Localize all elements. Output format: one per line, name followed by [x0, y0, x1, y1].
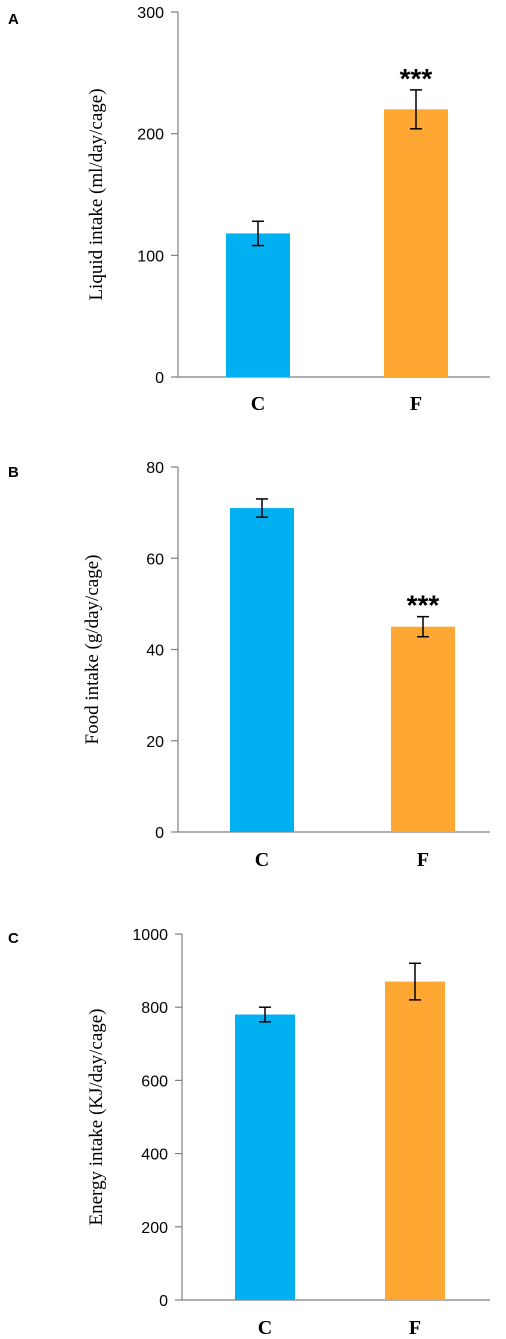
panel-letter: C	[8, 930, 19, 947]
y-tick-label: 400	[141, 1147, 168, 1164]
x-tick-label: F	[409, 1317, 421, 1339]
y-tick-label: 300	[137, 5, 164, 22]
bar-c	[230, 508, 294, 832]
y-tick-label: 20	[146, 734, 164, 751]
x-tick-label: C	[251, 393, 265, 415]
y-tick-label: 200	[137, 127, 164, 144]
error-bar-c	[259, 1006, 271, 1023]
y-tick-label: 800	[141, 1000, 168, 1017]
error-bar-f	[410, 89, 422, 130]
bar-c	[235, 1014, 295, 1300]
error-bar-f	[417, 615, 429, 638]
y-tick-label: 200	[141, 1220, 168, 1237]
significance-marker: ***	[400, 63, 433, 94]
y-tick-label: 0	[155, 825, 164, 842]
bar-c	[226, 233, 290, 377]
y-tick-label: 1000	[132, 927, 168, 944]
y-axis-label: Energy intake (KJ/day/cage)	[86, 1008, 107, 1225]
y-tick-label: 40	[146, 643, 164, 660]
chart-panel-b: B 0 20 40 60 80 Food intake (g/day/cage) C *** F	[8, 460, 490, 871]
error-bar-c	[252, 220, 264, 247]
y-tick-label: 0	[155, 370, 164, 387]
significance-marker: ***	[407, 590, 440, 621]
chart-panel-c: C 0 200 400 600 800 1000 Energy intake (KJ/day/…	[8, 927, 490, 1339]
x-tick-label: F	[417, 849, 429, 871]
bar-f	[391, 626, 455, 832]
y-tick-label: 80	[146, 460, 164, 477]
panel-letter: B	[8, 464, 19, 481]
y-axis-label: Food intake (g/day/cage)	[82, 555, 103, 745]
y-tick-label: 60	[146, 551, 164, 568]
y-tick-label: 600	[141, 1073, 168, 1090]
panel-letter: A	[8, 11, 19, 28]
y-tick-label: 100	[137, 248, 164, 265]
x-tick-label: C	[258, 1317, 272, 1339]
error-bar-c	[256, 498, 268, 518]
x-tick-label: C	[255, 849, 269, 871]
error-bar-f	[409, 962, 421, 1001]
y-tick-label: 0	[159, 1293, 168, 1310]
bar-f	[384, 109, 448, 377]
bar-f	[385, 981, 445, 1300]
y-axis-label: Liquid intake (ml/day/cage)	[86, 88, 107, 300]
x-tick-label: F	[410, 393, 422, 415]
chart-panel-a: A 0 100 200 300 Liquid intake (ml/day/cage) C *…	[8, 5, 490, 415]
